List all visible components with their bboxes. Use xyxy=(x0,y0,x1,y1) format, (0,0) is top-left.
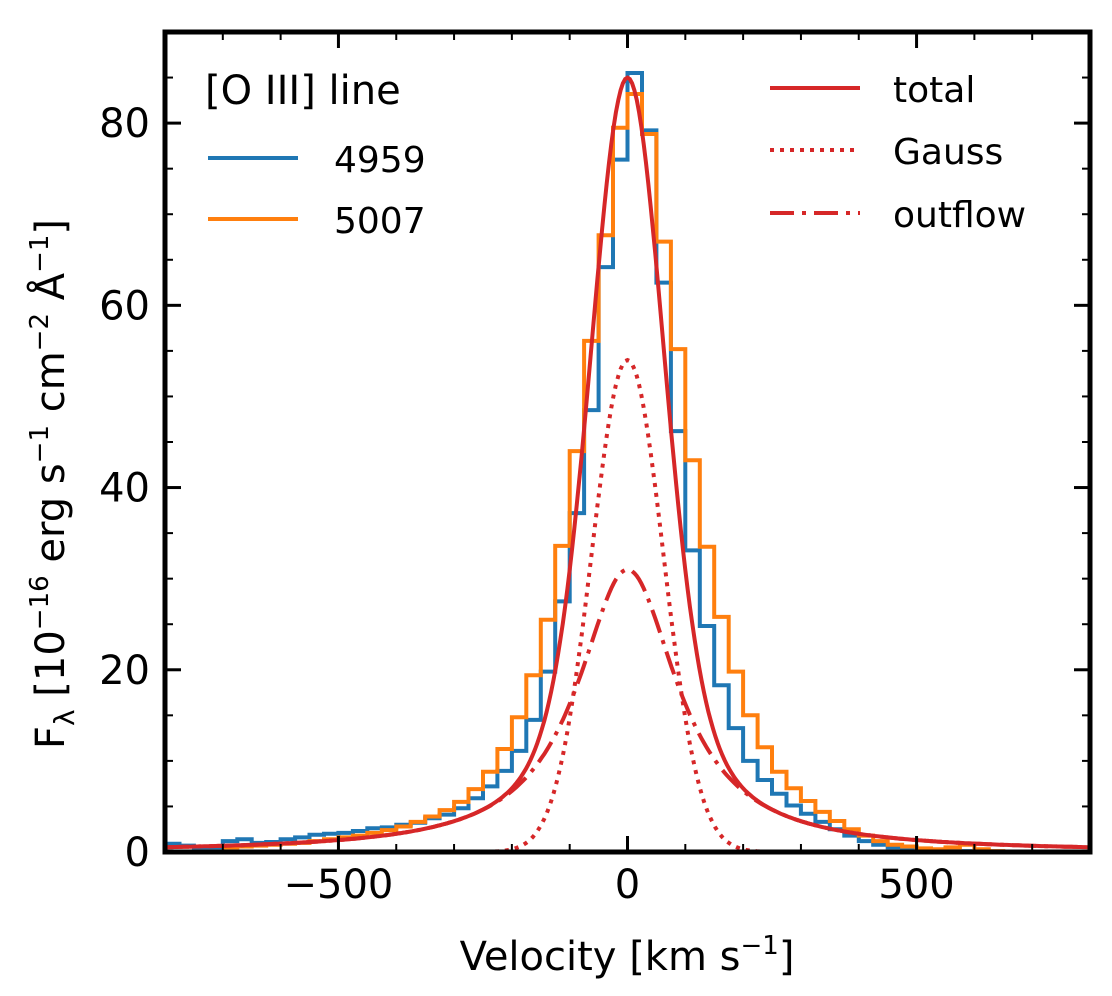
legend-label-outflow: outflow xyxy=(893,195,1026,236)
series-gauss-line xyxy=(165,357,1090,852)
legend-label-4959: 4959 xyxy=(334,140,426,181)
legend-label-total: total xyxy=(893,70,975,111)
series-total-line xyxy=(165,75,1090,850)
y-tick-label: 80 xyxy=(99,101,150,147)
y-axis-title: Fλ [10−16 erg s−1 cm−2 Å−1] xyxy=(25,219,81,749)
plot-area xyxy=(165,71,1090,852)
legend-dataset: [O III] line 4959 5007 xyxy=(205,68,426,242)
x-tick-label: 500 xyxy=(878,862,954,908)
x-tick-label: 0 xyxy=(615,862,640,908)
plot-frame xyxy=(162,29,1093,855)
legend-label-gauss: Gauss xyxy=(893,132,1003,173)
y-tick-label: 0 xyxy=(125,830,150,876)
axis-ticks: −500 0 500 0 20 40 60 80 xyxy=(99,32,1090,908)
y-tick-label: 40 xyxy=(99,466,150,512)
series-4959-line xyxy=(165,71,1090,852)
x-tick-label: −500 xyxy=(284,862,394,908)
y-tick-label: 60 xyxy=(99,283,150,329)
y-tick-label: 20 xyxy=(99,648,150,694)
series-outflow-line xyxy=(165,567,1090,850)
series-5007-line xyxy=(222,92,1047,852)
legend-model: total Gauss outflow xyxy=(770,70,1026,236)
legend-label-5007: 5007 xyxy=(334,201,426,242)
legend-title: [O III] line xyxy=(205,68,401,114)
x-axis-title: Velocity [km s−1] xyxy=(460,931,795,980)
